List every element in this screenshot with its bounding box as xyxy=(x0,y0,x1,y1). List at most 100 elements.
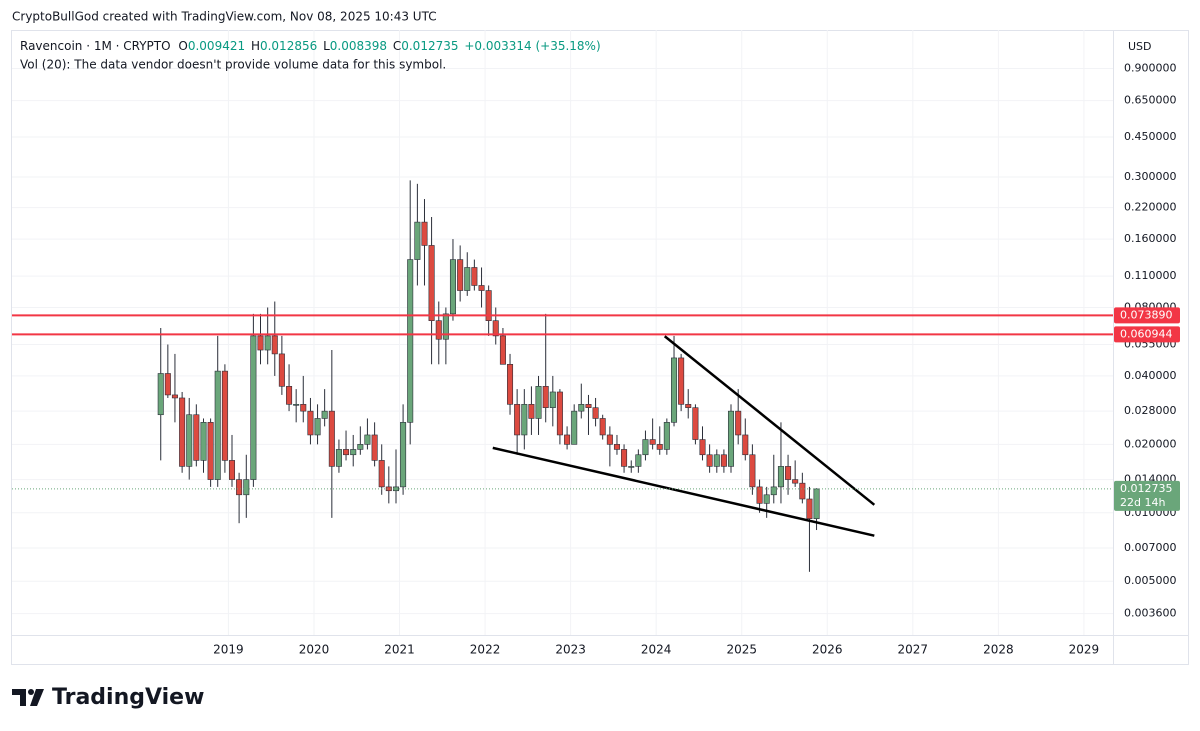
ohlc-label: C xyxy=(393,39,401,53)
trendline xyxy=(663,335,876,506)
candle-body xyxy=(164,373,171,396)
candle-body xyxy=(378,460,385,488)
candle-body xyxy=(713,454,720,467)
current-price-label: 0.012735 xyxy=(1120,482,1173,495)
candle-body xyxy=(649,439,656,445)
candle-body xyxy=(749,454,756,488)
candle-body xyxy=(157,373,164,416)
y-tick-label: 0.220000 xyxy=(1124,201,1177,214)
candle-body xyxy=(621,449,628,467)
candle-body xyxy=(514,404,521,436)
candle-body xyxy=(542,386,549,408)
candle-body xyxy=(699,439,706,456)
candle-body xyxy=(364,434,371,445)
price-label: 0.060944 xyxy=(1120,327,1173,340)
candle-body xyxy=(671,357,678,423)
candle-body xyxy=(799,482,806,500)
candle-body xyxy=(735,410,742,436)
price-label-box xyxy=(1114,307,1180,324)
candle-body xyxy=(350,449,357,456)
brand: TradingView xyxy=(52,685,204,710)
candle-body xyxy=(407,259,414,423)
candle-body xyxy=(414,221,421,260)
candle-body xyxy=(613,444,620,450)
overlays xyxy=(12,314,1113,537)
candle-body xyxy=(392,486,400,492)
price-label-box xyxy=(1114,326,1180,343)
candle-body xyxy=(777,466,784,488)
candle-body xyxy=(806,498,813,519)
x-tick-label: 2022 xyxy=(470,643,501,657)
candle-body xyxy=(250,335,257,480)
candle-body xyxy=(521,404,528,436)
candle-body xyxy=(321,410,328,419)
candle-body xyxy=(813,488,820,519)
y-tick-label: 0.007000 xyxy=(1124,541,1177,554)
ohlc-value: 0.012735 xyxy=(401,39,458,53)
candle-body xyxy=(785,466,792,480)
candle-body xyxy=(549,391,556,408)
x-tick-label: 2019 xyxy=(213,643,244,657)
candle-body xyxy=(449,259,456,315)
candle-body xyxy=(578,404,585,412)
candle-body xyxy=(328,410,335,467)
axes: 0.900000 0.650000 0.450000 0.300000 0.220000… xyxy=(213,62,1180,657)
candle-body xyxy=(421,221,428,246)
candle-body xyxy=(727,410,735,467)
y-tick-label: 0.005000 xyxy=(1124,574,1177,587)
trendline xyxy=(492,446,875,537)
candle-body xyxy=(720,454,727,467)
candle-body xyxy=(535,386,542,419)
x-tick-label: 2020 xyxy=(299,643,330,657)
x-tick-label: 2021 xyxy=(384,643,415,657)
candle-body xyxy=(564,434,571,445)
candle-body xyxy=(464,267,471,291)
y-tick-label: 0.450000 xyxy=(1124,130,1177,143)
candles xyxy=(157,180,820,572)
candle-body xyxy=(171,394,178,399)
candle-body xyxy=(207,422,214,480)
candle-body xyxy=(435,320,442,340)
x-tick-label: 2027 xyxy=(898,643,929,657)
candle-body xyxy=(656,444,663,450)
candle-body xyxy=(243,479,250,496)
candle-body xyxy=(635,454,642,467)
candle-body xyxy=(179,397,186,467)
candle-body xyxy=(335,449,342,467)
y-tick-label: 0.900000 xyxy=(1124,62,1177,75)
candle-body xyxy=(221,370,228,461)
price-label: 0.073890 xyxy=(1120,308,1173,321)
y-tick-label: 0.160000 xyxy=(1124,232,1177,245)
ohlc-value: 0.009421 xyxy=(188,39,245,53)
y-tick-label: 0.650000 xyxy=(1124,94,1177,107)
y-tick-label: 0.028000 xyxy=(1124,404,1177,417)
candle-body xyxy=(257,335,264,351)
candle-body xyxy=(471,267,478,286)
candle-body xyxy=(678,357,685,405)
candle-body xyxy=(692,407,699,440)
candle-body xyxy=(307,410,314,436)
brand-logo xyxy=(12,689,44,706)
candle-body xyxy=(592,407,599,419)
candle-body xyxy=(528,404,535,419)
candle-body xyxy=(756,486,763,504)
ohlc-label: O xyxy=(178,39,187,53)
candle-body xyxy=(478,285,485,291)
candle-body xyxy=(685,404,692,408)
candle-body xyxy=(228,460,236,480)
y-tick-label: 0.003600 xyxy=(1124,607,1177,620)
candle-body xyxy=(264,335,271,351)
header: CryptoBullGod created with TradingView.c… xyxy=(12,10,437,24)
candle-body xyxy=(507,364,514,405)
candle-body xyxy=(371,434,378,461)
candle-body xyxy=(457,259,464,291)
candle-body xyxy=(286,386,293,405)
candle-body xyxy=(278,353,285,387)
candle-body xyxy=(300,404,307,412)
candle-body xyxy=(357,444,364,450)
candle-body xyxy=(271,335,278,355)
x-tick-label: 2025 xyxy=(726,643,757,657)
x-tick-label: 2028 xyxy=(983,643,1014,657)
x-tick-label: 2026 xyxy=(812,643,843,657)
